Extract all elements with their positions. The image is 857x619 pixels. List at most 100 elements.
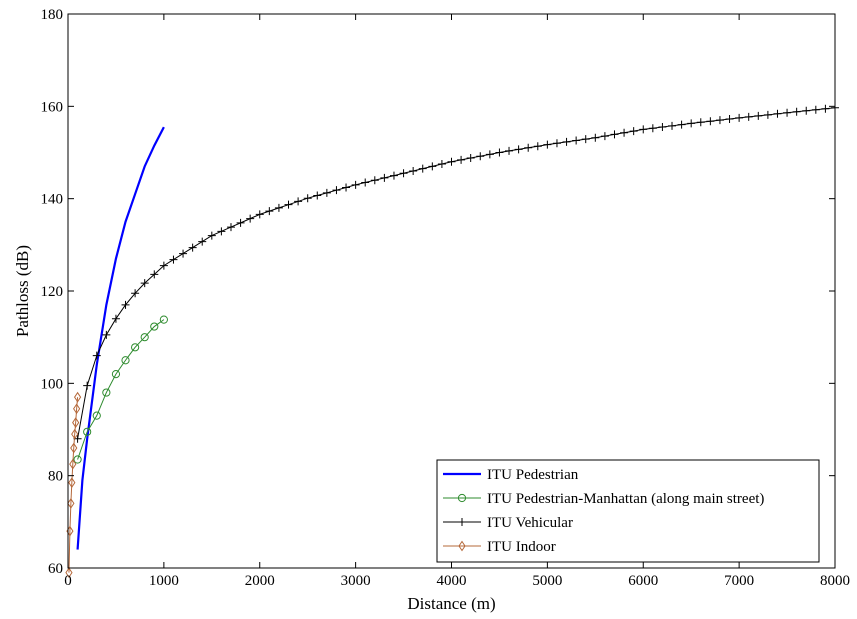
data-point-itu-indoor [73,391,82,403]
data-point-itu-vehicular [610,130,619,139]
data-point-itu-vehicular [821,104,830,113]
data-point-itu-vehicular [476,152,485,161]
data-point-itu-vehicular [102,330,111,339]
x-axis-label: Distance (m) [407,594,495,613]
x-tick-label: 2000 [245,573,275,589]
data-point-itu-vehicular [543,140,552,149]
data-point-itu-vehicular [447,157,456,166]
data-point-itu-vehicular [581,135,590,144]
data-point-itu-vehicular [121,300,130,309]
data-point-itu-pedestrian-manhattan-along-main-street [111,370,121,379]
data-point-itu-vehicular [179,249,188,258]
data-point-itu-vehicular [600,132,609,141]
data-point-itu-vehicular [342,183,351,192]
data-point-itu-vehicular [246,214,255,223]
data-point-itu-vehicular [332,186,341,195]
data-point-itu-vehicular [217,227,226,236]
data-point-itu-vehicular [437,160,446,169]
y-axis-label: Pathloss (dB) [13,245,32,337]
data-point-itu-vehicular [505,146,514,155]
data-point-itu-vehicular [265,207,274,216]
data-point-itu-vehicular [811,105,820,114]
data-point-itu-vehicular [399,169,408,178]
data-point-itu-vehicular [457,155,466,164]
data-point-itu-pedestrian-manhattan-along-main-street [150,322,159,331]
data-point-itu-vehicular [284,200,293,209]
data-point-itu-indoor [70,442,78,454]
data-point-itu-vehicular [313,191,322,200]
data-point-itu-vehicular [255,210,264,219]
data-point-itu-vehicular [236,218,245,227]
data-point-itu-vehicular [725,114,734,123]
data-point-itu-vehicular [92,351,101,360]
data-point-itu-vehicular [706,117,715,126]
data-point-itu-vehicular [792,107,801,116]
data-point-itu-vehicular [485,150,494,159]
x-tick-label: 0 [64,573,72,589]
data-point-itu-vehicular [207,231,216,240]
data-point-itu-pedestrian-manhattan-along-main-street [159,315,168,324]
data-point-itu-vehicular [773,109,782,118]
data-point-itu-indoor [67,497,75,509]
data-point-itu-vehicular [715,116,724,125]
x-tick-label: 1000 [149,573,179,589]
data-point-itu-vehicular [361,178,370,187]
y-tick-label: 100 [41,376,64,392]
data-point-itu-vehicular [303,194,312,203]
data-point-itu-indoor [69,458,77,470]
data-point-itu-vehicular [754,111,763,120]
y-tick-label: 180 [41,7,64,23]
data-point-itu-pedestrian-manhattan-along-main-street [121,356,130,365]
data-point-itu-vehicular [639,125,648,134]
data-point-itu-vehicular [677,120,686,129]
data-point-itu-vehicular [389,171,398,180]
y-tick-label: 120 [41,284,64,300]
data-point-itu-vehicular [169,255,178,264]
data-point-itu-pedestrian-manhattan-along-main-street [131,343,140,352]
data-point-itu-vehicular [111,314,120,323]
data-point-itu-vehicular [159,261,168,270]
x-tick-label: 6000 [628,573,658,589]
series-line-itu-pedestrian-manhattan-along-main-street [77,319,165,460]
data-point-itu-vehicular [735,113,744,122]
legend-label-itu-indoor: ITU Indoor [487,539,556,555]
data-point-itu-vehicular [658,123,667,132]
data-point-itu-vehicular [514,145,523,154]
data-point-itu-pedestrian-manhattan-along-main-street [140,333,149,342]
data-point-itu-vehicular [409,166,418,175]
legend-label-itu-vehicular: ITU Vehicular [487,515,573,531]
data-point-itu-vehicular [648,124,657,133]
data-point-itu-vehicular [620,128,629,137]
data-point-itu-vehicular [668,121,677,130]
data-point-itu-vehicular [744,112,753,121]
data-point-itu-indoor [71,428,79,440]
x-tick-label: 7000 [724,573,754,589]
data-point-itu-vehicular [370,176,379,185]
axis-ticks [67,13,836,569]
x-tick-label: 3000 [341,573,371,589]
data-point-itu-vehicular [274,203,283,212]
data-point-itu-vehicular [466,154,475,163]
data-point-itu-pedestrian-manhattan-along-main-street [92,411,101,420]
series-line-itu-vehicular [77,107,836,439]
data-point-itu-vehicular [198,237,207,246]
data-point-itu-vehicular [322,188,331,197]
series-markers [65,103,839,579]
data-point-itu-vehicular [351,180,360,189]
data-point-itu-vehicular [418,164,427,173]
data-point-itu-vehicular [524,143,533,152]
axis-tick-labels: 0 1000 2000 3000 4000 5000 6000 7000 8000 60 80 100… [41,7,851,589]
series-line-itu-pedestrian [76,126,165,550]
data-point-itu-vehicular [591,133,600,142]
data-point-itu-vehicular [380,173,389,182]
data-point-itu-vehicular [188,243,197,252]
legend-marker-itu-pedestrian-manhattan-along-main-street [457,493,467,503]
data-point-itu-pedestrian-manhattan-along-main-street [83,427,92,436]
data-point-itu-vehicular [696,118,705,127]
data-point-itu-pedestrian-manhattan-along-main-street [102,388,111,397]
data-point-itu-vehicular [763,110,772,119]
data-point-itu-vehicular [552,139,561,148]
data-point-itu-indoor [65,567,73,579]
x-tick-label: 8000 [820,573,850,589]
data-point-itu-vehicular [150,270,159,279]
